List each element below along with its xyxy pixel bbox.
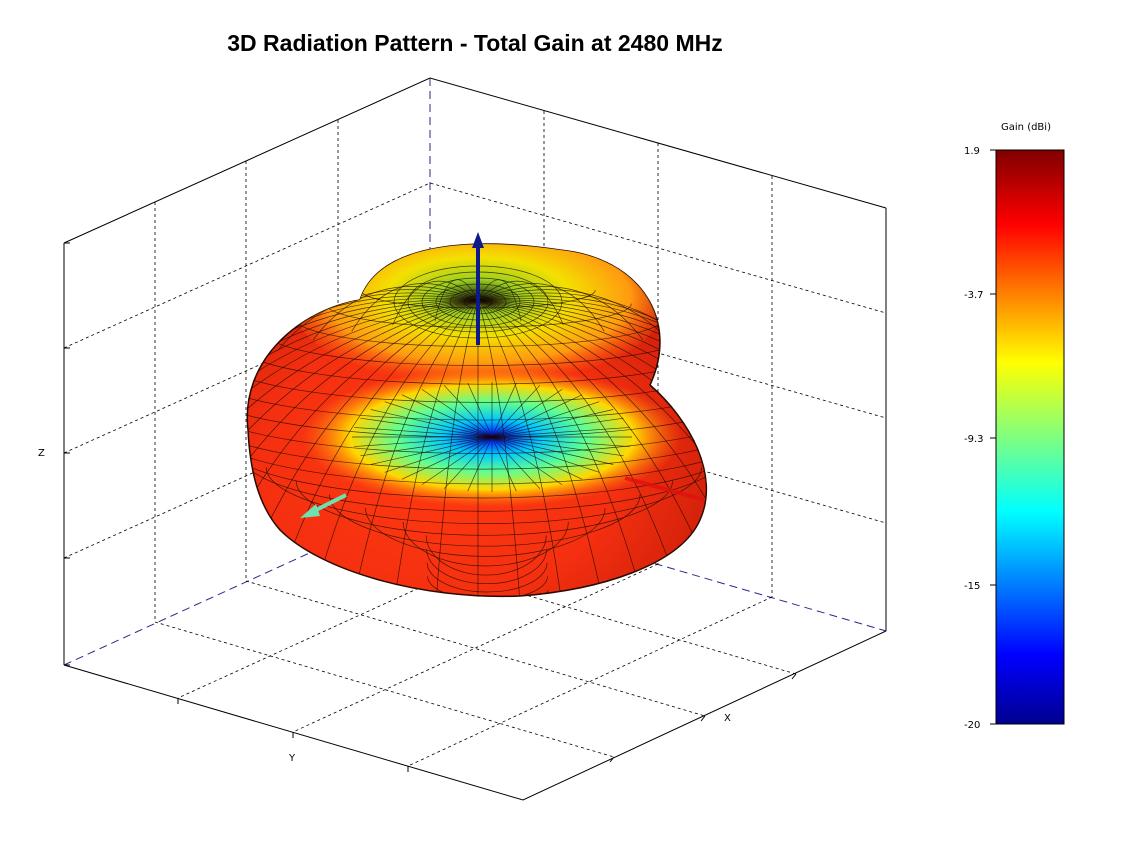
z-axis-arrow <box>472 232 484 345</box>
x-axis-arrow <box>624 476 706 502</box>
colorbar-label: Gain (dBi) <box>1001 122 1051 133</box>
chart-title: 3D Radiation Pattern - Total Gain at 248… <box>227 30 723 56</box>
colorbar-tick: -9.3 <box>964 434 984 445</box>
tick-marks <box>64 242 797 772</box>
z-axis-label: Z <box>38 448 45 459</box>
colorbar-tick: -3.7 <box>964 290 984 301</box>
axes-box <box>63 77 887 801</box>
x-axis-label: X <box>724 713 731 724</box>
colorbar-tick-min: -20 <box>964 720 980 731</box>
colorbar-gradient <box>995 149 1065 725</box>
y-axis-label: Y <box>288 753 296 764</box>
colorbar: Gain (dBi) 1.9 -3.7 -9.3 -15 -20 <box>964 122 1065 731</box>
y-axis-arrow <box>300 493 347 518</box>
colorbar-tick: -15 <box>964 581 980 592</box>
colorbar-tick-max: 1.9 <box>964 146 980 157</box>
